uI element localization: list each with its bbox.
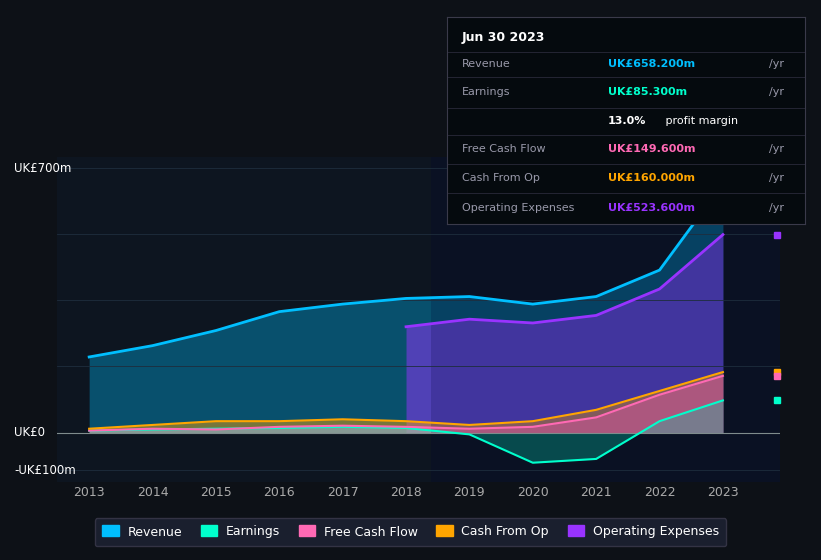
Text: profit margin: profit margin bbox=[662, 116, 738, 127]
Text: UK£523.600m: UK£523.600m bbox=[608, 203, 695, 213]
Text: UK£160.000m: UK£160.000m bbox=[608, 174, 695, 184]
Text: Revenue: Revenue bbox=[461, 59, 511, 69]
Text: Free Cash Flow: Free Cash Flow bbox=[461, 144, 545, 155]
Text: Operating Expenses: Operating Expenses bbox=[461, 203, 574, 213]
Text: /yr: /yr bbox=[769, 174, 784, 184]
Text: -UK£100m: -UK£100m bbox=[14, 464, 76, 477]
Text: UK£658.200m: UK£658.200m bbox=[608, 59, 695, 69]
Text: /yr: /yr bbox=[769, 87, 784, 97]
Text: 13.0%: 13.0% bbox=[608, 116, 646, 127]
Bar bbox=[431, 157, 780, 482]
Text: UK£700m: UK£700m bbox=[14, 162, 71, 175]
Text: Jun 30 2023: Jun 30 2023 bbox=[461, 31, 545, 44]
Text: UK£85.300m: UK£85.300m bbox=[608, 87, 687, 97]
Text: Cash From Op: Cash From Op bbox=[461, 174, 539, 184]
Text: Earnings: Earnings bbox=[461, 87, 510, 97]
Text: /yr: /yr bbox=[769, 144, 784, 155]
Text: UK£0: UK£0 bbox=[14, 426, 45, 439]
Legend: Revenue, Earnings, Free Cash Flow, Cash From Op, Operating Expenses: Revenue, Earnings, Free Cash Flow, Cash … bbox=[94, 518, 727, 546]
Text: UK£149.600m: UK£149.600m bbox=[608, 144, 695, 155]
Text: /yr: /yr bbox=[769, 59, 784, 69]
Text: /yr: /yr bbox=[769, 203, 784, 213]
